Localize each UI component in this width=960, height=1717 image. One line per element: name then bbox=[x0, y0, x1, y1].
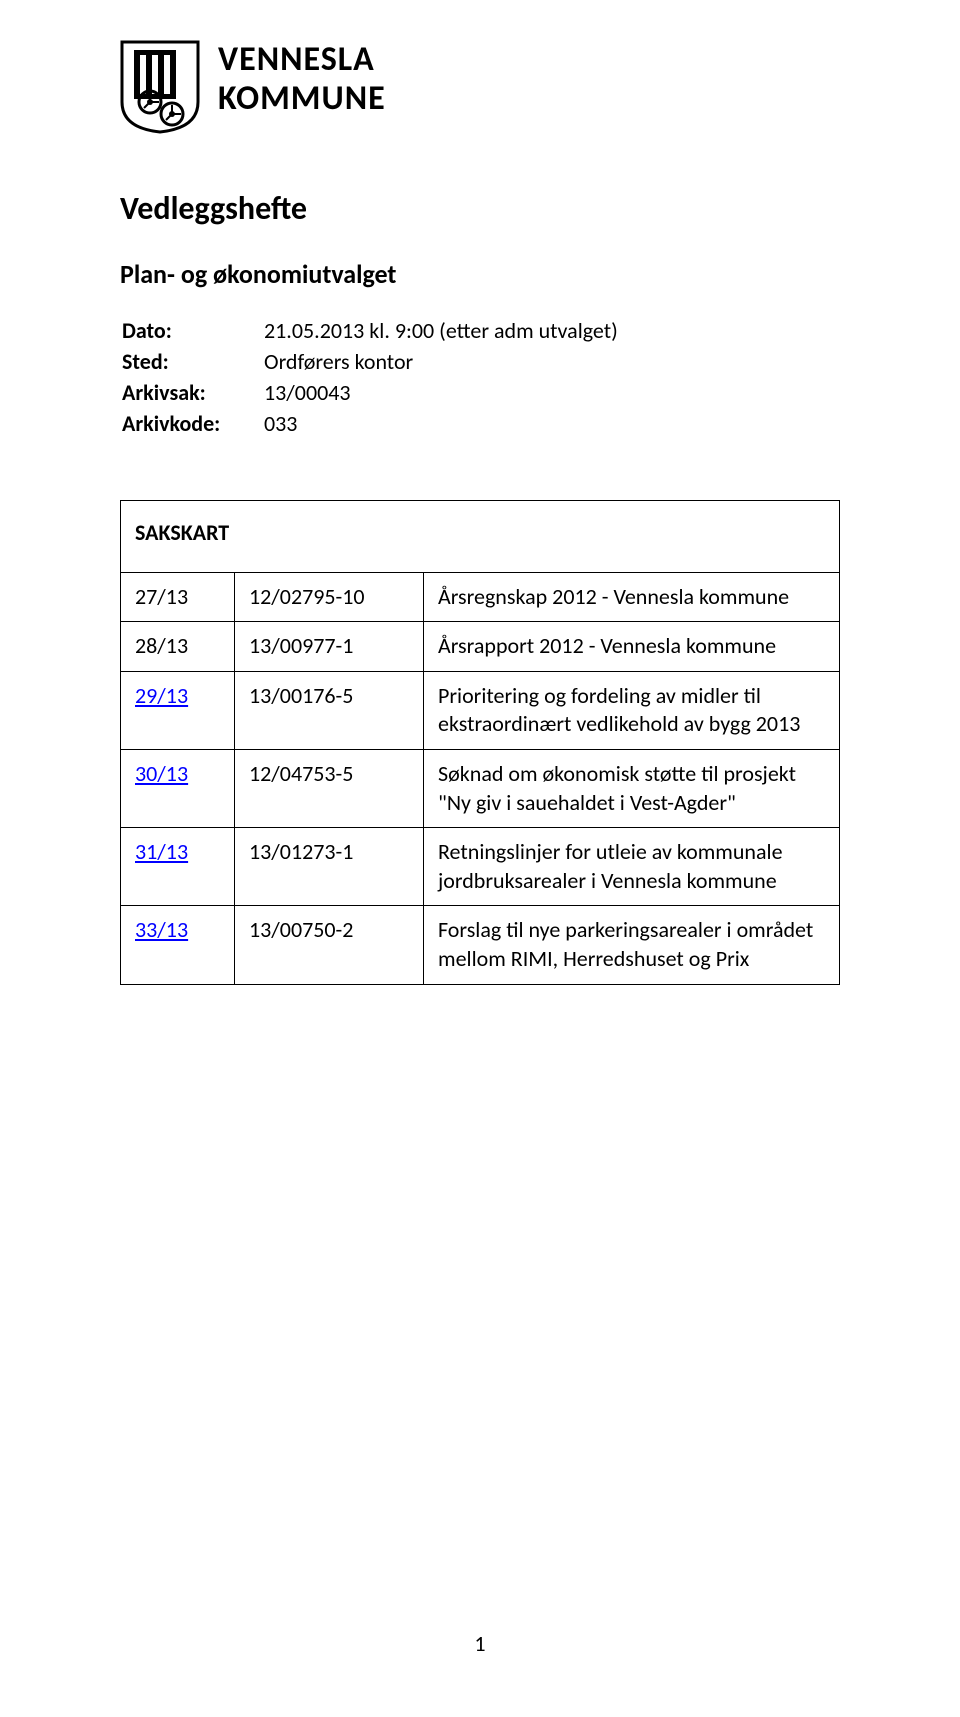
sakskart-description: Årsrapport 2012 - Vennesla kommune bbox=[424, 622, 840, 672]
sakskart-description: Årsregnskap 2012 - Vennesla kommune bbox=[424, 572, 840, 622]
meta-value-sted: Ordførers kontor bbox=[264, 347, 618, 376]
sakskart-case-number: 28/13 bbox=[121, 622, 235, 672]
sakskart-row: 27/1312/02795-10Årsregnskap 2012 - Venne… bbox=[121, 572, 840, 622]
sakskart-reference: 12/02795-10 bbox=[235, 572, 424, 622]
document-title: Vedleggshefte bbox=[120, 189, 840, 228]
sakskart-description: Prioritering og fordeling av midler til … bbox=[424, 671, 840, 749]
sakskart-case-number: 27/13 bbox=[121, 572, 235, 622]
sakskart-reference: 13/00977-1 bbox=[235, 622, 424, 672]
meta-row-dato: Dato: 21.05.2013 kl. 9:00 (etter adm utv… bbox=[122, 316, 618, 345]
meta-table: Dato: 21.05.2013 kl. 9:00 (etter adm utv… bbox=[120, 314, 620, 440]
sakskart-description: Retningslinjer for utleie av kommunale j… bbox=[424, 828, 840, 906]
meta-value-arkivsak: 13/00043 bbox=[264, 378, 618, 407]
sakskart-row: 30/1312/04753-5Søknad om økonomisk støtt… bbox=[121, 749, 840, 827]
sakskart-case-number[interactable]: 33/13 bbox=[121, 906, 235, 984]
sakskart-row: 33/1313/00750-2Forslag til nye parkering… bbox=[121, 906, 840, 984]
sakskart-reference: 13/01273-1 bbox=[235, 828, 424, 906]
sakskart-reference: 13/00750-2 bbox=[235, 906, 424, 984]
sakskart-case-number[interactable]: 29/13 bbox=[121, 671, 235, 749]
sakskart-description: Forslag til nye parkeringsarealer i områ… bbox=[424, 906, 840, 984]
sakskart-row: 28/1313/00977-1Årsrapport 2012 - Vennesl… bbox=[121, 622, 840, 672]
sakskart-title-row: SAKSKART bbox=[121, 501, 840, 573]
org-name-line2: KOMMUNE bbox=[218, 79, 386, 118]
meta-row-arkivsak: Arkivsak: 13/00043 bbox=[122, 378, 618, 407]
sakskart-reference: 12/04753-5 bbox=[235, 749, 424, 827]
org-name: VENNESLA KOMMUNE bbox=[218, 40, 386, 118]
header: VENNESLA KOMMUNE bbox=[120, 40, 840, 139]
org-name-line1: VENNESLA bbox=[218, 40, 386, 79]
meta-label-arkivsak: Arkivsak: bbox=[122, 378, 262, 407]
sakskart-case-number[interactable]: 31/13 bbox=[121, 828, 235, 906]
sakskart-title: SAKSKART bbox=[121, 501, 840, 573]
sakskart-row: 31/1313/01273-1Retningslinjer for utleie… bbox=[121, 828, 840, 906]
meta-value-arkivkode: 033 bbox=[264, 409, 618, 438]
document-subtitle: Plan- og økonomiutvalget bbox=[120, 258, 840, 290]
sakskart-table: SAKSKART 27/1312/02795-10Årsregnskap 201… bbox=[120, 500, 840, 985]
meta-row-arkivkode: Arkivkode: 033 bbox=[122, 409, 618, 438]
municipality-logo-icon bbox=[120, 40, 200, 139]
meta-label-arkivkode: Arkivkode: bbox=[122, 409, 262, 438]
meta-label-sted: Sted: bbox=[122, 347, 262, 376]
sakskart-case-number[interactable]: 30/13 bbox=[121, 749, 235, 827]
meta-label-dato: Dato: bbox=[122, 316, 262, 345]
document-page: VENNESLA KOMMUNE Vedleggshefte Plan- og … bbox=[0, 0, 960, 1717]
meta-value-dato: 21.05.2013 kl. 9:00 (etter adm utvalget) bbox=[264, 316, 618, 345]
page-number: 1 bbox=[0, 1630, 960, 1657]
sakskart-reference: 13/00176-5 bbox=[235, 671, 424, 749]
sakskart-row: 29/1313/00176-5Prioritering og fordeling… bbox=[121, 671, 840, 749]
sakskart-description: Søknad om økonomisk støtte til prosjekt … bbox=[424, 749, 840, 827]
meta-row-sted: Sted: Ordførers kontor bbox=[122, 347, 618, 376]
